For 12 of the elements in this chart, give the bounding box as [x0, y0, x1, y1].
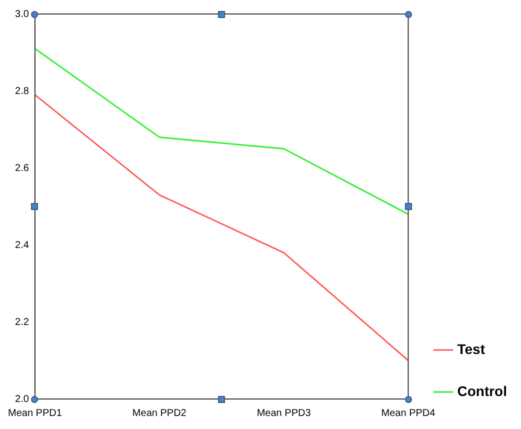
legend-label: Test: [457, 340, 486, 357]
x-tick-label: Mean PPD3: [256, 408, 312, 419]
y-tick-label: 2.8: [15, 86, 30, 97]
legend-label: Control: [457, 382, 507, 399]
y-tick-label: 2.2: [15, 316, 30, 328]
x-tick-label: Mean PPD4: [381, 408, 436, 419]
x-tick-label: Mean PPD1: [8, 408, 62, 419]
x-tick-label: Mean PPD2: [132, 408, 187, 419]
y-tick-label: 2.0: [15, 394, 30, 405]
y-tick-label: 3.0: [15, 8, 30, 20]
y-tick-label: 2.6: [15, 162, 30, 174]
y-tick-label: 2.4: [15, 240, 30, 251]
